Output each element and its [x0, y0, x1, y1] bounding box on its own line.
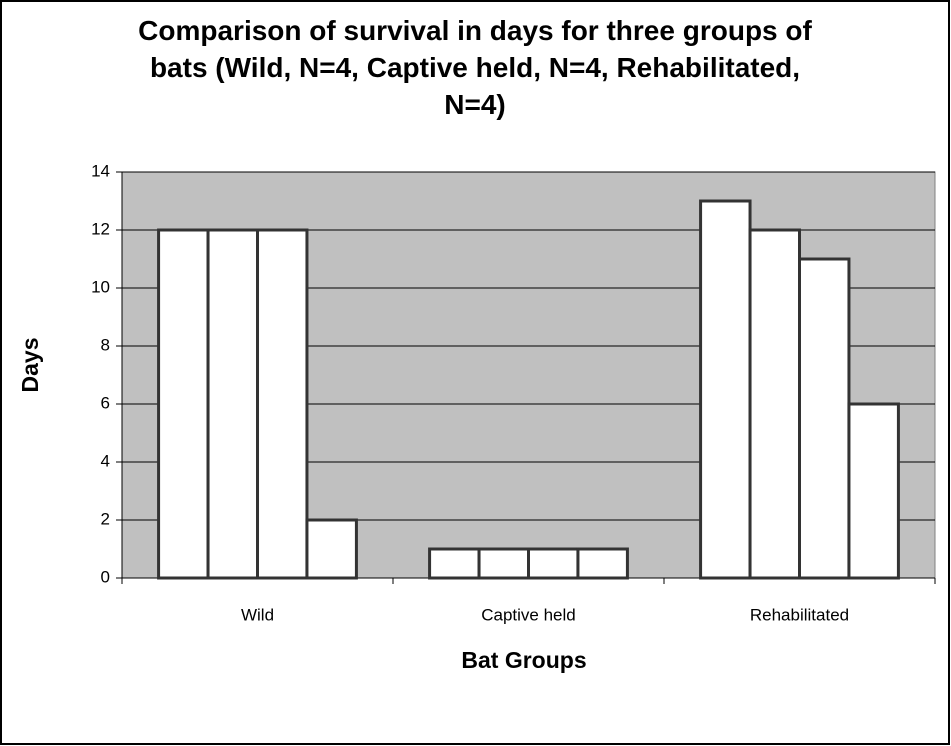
bar — [305, 518, 358, 580]
x-tick-label: Wild — [241, 605, 274, 624]
y-tick-label: 10 — [91, 277, 110, 296]
bar — [847, 402, 900, 580]
y-tick-label: 12 — [91, 219, 110, 238]
bar — [428, 547, 481, 580]
y-tick-label: 2 — [101, 509, 110, 528]
chart-title: Comparison of survival in days for three… — [138, 15, 812, 120]
y-tick-label: 4 — [101, 451, 110, 470]
bar — [527, 547, 580, 580]
bar — [798, 257, 851, 580]
bar — [699, 199, 752, 580]
bar — [157, 228, 210, 580]
bar — [477, 547, 531, 580]
y-tick-label: 0 — [101, 567, 110, 586]
x-axis-label: Bat Groups — [461, 647, 586, 673]
x-tick-label: Captive held — [481, 605, 576, 624]
y-axis-label: Days — [17, 338, 43, 393]
bar — [576, 547, 629, 580]
bar — [256, 228, 309, 580]
bar — [206, 228, 259, 580]
y-tick-label: 14 — [91, 161, 110, 180]
x-tick-label: Rehabilitated — [750, 605, 849, 624]
y-tick-label: 6 — [101, 393, 110, 412]
y-tick-label: 8 — [101, 335, 110, 354]
bar — [748, 228, 801, 580]
